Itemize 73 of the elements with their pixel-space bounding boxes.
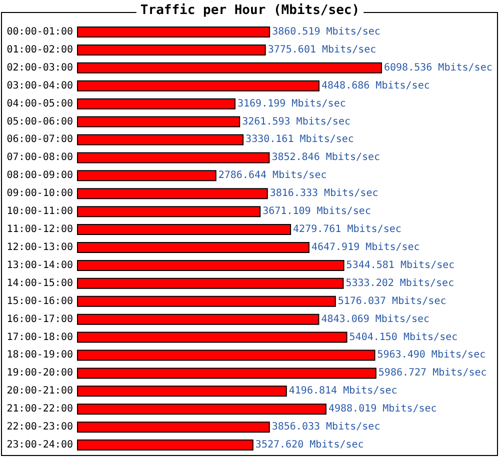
bar xyxy=(77,224,292,236)
bar xyxy=(77,80,320,92)
data-label: 5176.037 Mbits/sec xyxy=(338,296,446,307)
bar xyxy=(77,152,270,164)
bar xyxy=(77,350,376,361)
data-label: 4843.069 Mbits/sec xyxy=(321,314,430,325)
data-label: 6098.536 Mbits/sec xyxy=(384,62,492,74)
data-label: 3671.109 Mbits/sec xyxy=(262,206,371,218)
bar xyxy=(77,296,336,307)
data-label: 3261.593 Mbits/sec xyxy=(242,116,350,128)
data-label: 5986.727 Mbits/sec xyxy=(378,368,487,379)
y-tick-label: 17:00-18:00 xyxy=(6,332,73,343)
y-tick-label: 05:00-06:00 xyxy=(6,116,73,128)
bar xyxy=(77,62,382,74)
y-tick-label: 12:00-13:00 xyxy=(6,242,73,253)
data-label: 3330.161 Mbits/sec xyxy=(246,134,354,146)
data-label: 4279.761 Mbits/sec xyxy=(293,224,402,236)
data-label: 5404.150 Mbits/sec xyxy=(349,332,458,343)
bar xyxy=(77,278,344,289)
chart-title: Traffic per Hour (Mbits/sec) xyxy=(140,3,360,18)
data-label: 5963.490 Mbits/sec xyxy=(377,350,486,361)
data-label: 3856.033 Mbits/sec xyxy=(272,422,380,433)
data-label: 2786.644 Mbits/sec xyxy=(218,170,327,182)
data-label: 3860.519 Mbits/sec xyxy=(272,26,380,38)
bar xyxy=(77,170,216,182)
y-tick-label: 23:00-24:00 xyxy=(6,440,73,451)
y-tick-label: 22:00-23:00 xyxy=(6,422,73,433)
data-label: 4647.919 Mbits/sec xyxy=(311,242,420,253)
bar xyxy=(77,44,266,56)
bar xyxy=(77,440,254,451)
y-tick-label: 02:00-03:00 xyxy=(6,62,73,74)
y-tick-label: 14:00-15:00 xyxy=(6,278,73,289)
bar xyxy=(77,422,270,433)
data-label: 3816.333 Mbits/sec xyxy=(270,188,378,200)
bar xyxy=(77,26,270,38)
bar xyxy=(77,314,320,325)
y-tick-label: 16:00-17:00 xyxy=(6,314,73,325)
y-tick-label: 06:00-07:00 xyxy=(6,134,73,146)
data-label: 3775.601 Mbits/sec xyxy=(268,44,376,56)
bar xyxy=(77,206,261,218)
data-label: 3527.620 Mbits/sec xyxy=(255,440,364,451)
y-tick-label: 18:00-19:00 xyxy=(6,350,73,361)
data-label: 5333.202 Mbits/sec xyxy=(346,278,454,289)
y-tick-label: 10:00-11:00 xyxy=(6,206,73,218)
bar xyxy=(77,332,348,343)
y-tick-label: 20:00-21:00 xyxy=(6,386,73,397)
y-tick-label: 09:00-10:00 xyxy=(6,188,73,200)
y-tick-label: 21:00-22:00 xyxy=(6,404,73,415)
y-tick-label: 19:00-20:00 xyxy=(6,368,73,379)
bar xyxy=(77,188,268,200)
bar xyxy=(77,116,240,128)
data-label: 4988.019 Mbits/sec xyxy=(328,404,437,415)
bar xyxy=(77,368,376,379)
bar xyxy=(77,134,244,146)
data-label: 3169.199 Mbits/sec xyxy=(238,98,346,110)
y-tick-label: 08:00-09:00 xyxy=(6,170,73,182)
data-label: 5344.581 Mbits/sec xyxy=(346,260,455,271)
y-tick-label: 04:00-05:00 xyxy=(6,98,73,110)
y-tick-label: 13:00-14:00 xyxy=(6,260,73,271)
data-label: 4196.814 Mbits/sec xyxy=(288,386,398,397)
data-label: 4848.686 Mbits/sec xyxy=(321,80,430,92)
y-tick-label: 15:00-16:00 xyxy=(6,296,73,307)
y-tick-label: 01:00-02:00 xyxy=(6,44,73,56)
bar xyxy=(77,404,326,415)
bar xyxy=(77,260,344,271)
bar xyxy=(77,386,287,397)
y-tick-label: 03:00-04:00 xyxy=(6,80,73,92)
y-tick-label: 00:00-01:00 xyxy=(6,26,73,38)
bar xyxy=(77,242,310,253)
y-tick-label: 07:00-08:00 xyxy=(6,152,73,164)
data-label: 3852.846 Mbits/sec xyxy=(272,152,380,164)
y-tick-label: 11:00-12:00 xyxy=(6,224,73,236)
bar xyxy=(77,98,236,110)
